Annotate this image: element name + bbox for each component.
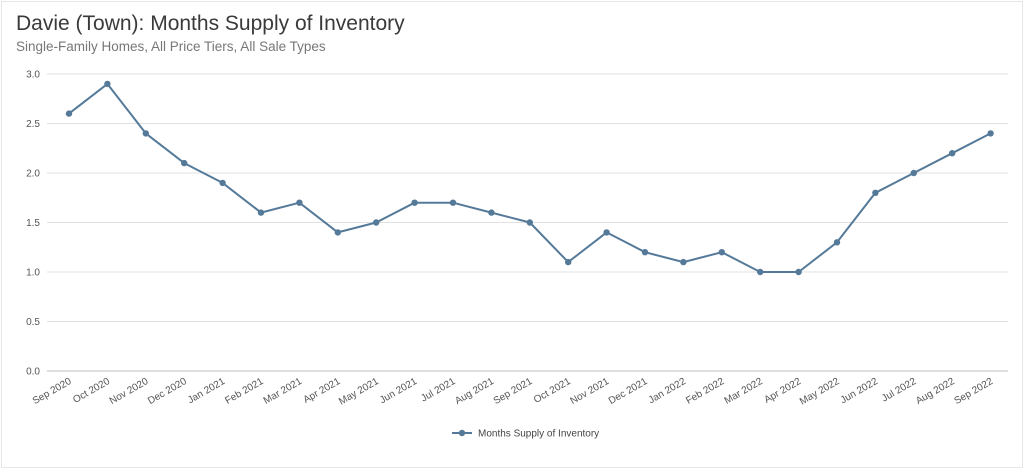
x-tick-label: Jan 2022 [647, 376, 689, 406]
data-point[interactable] [757, 268, 764, 276]
legend: Months Supply of Inventory [452, 429, 599, 440]
series-line [68, 82, 992, 273]
y-tick-label: 2.5 [26, 119, 40, 130]
data-point[interactable] [181, 159, 188, 167]
x-tick-label: Jul 2021 [419, 376, 458, 405]
x-tick-label: May 2022 [798, 376, 842, 408]
data-point[interactable] [296, 199, 303, 206]
chart-subtitle: Single-Family Homes, All Price Tiers, Al… [16, 39, 326, 54]
legend-marker-icon [458, 429, 466, 437]
data-point[interactable] [680, 258, 687, 266]
y-axis: 0.0 0.5 1.0 1.5 2.0 2.5 3.0 [26, 70, 40, 378]
x-tick-label: Jun 2022 [839, 376, 881, 406]
x-tick-label: Dec 2021 [607, 376, 650, 407]
x-tick-label: Apr 2022 [762, 376, 803, 406]
x-tick-label: Nov 2020 [108, 376, 151, 407]
x-tick-label: Aug 2021 [453, 376, 496, 407]
data-point[interactable] [718, 249, 725, 256]
data-point[interactable] [257, 209, 265, 216]
data-point[interactable] [334, 229, 341, 236]
x-tick-label: Mar 2021 [262, 376, 304, 407]
series-layer [65, 80, 994, 276]
x-tick-label: Feb 2022 [684, 376, 726, 407]
x-tick-label: Sep 2021 [492, 376, 535, 407]
x-tick-label: May 2021 [337, 376, 381, 408]
y-tick-label: 1.0 [26, 268, 40, 279]
data-point[interactable] [872, 189, 879, 196]
data-point[interactable] [411, 199, 418, 206]
data-point[interactable] [65, 110, 73, 117]
data-point[interactable] [795, 268, 802, 276]
data-point[interactable] [488, 209, 495, 216]
data-point[interactable] [219, 179, 226, 187]
chart-title: Davie (Town): Months Supply of Inventory [16, 12, 405, 35]
x-tick-label: Jan 2021 [186, 376, 228, 406]
x-tick-label: Oct 2020 [71, 376, 112, 406]
data-point[interactable] [603, 229, 610, 236]
x-tick-label: Sep 2020 [31, 376, 74, 407]
data-point[interactable] [565, 258, 572, 266]
x-tick-label: Dec 2020 [146, 376, 189, 407]
y-tick-label: 0.0 [26, 367, 40, 378]
x-tick-label: Sep 2022 [953, 376, 996, 407]
data-point[interactable] [373, 219, 380, 226]
x-tick-label: Mar 2022 [723, 376, 765, 407]
data-point[interactable] [910, 169, 917, 177]
y-tick-label: 2.0 [26, 169, 40, 180]
data-point[interactable] [526, 219, 533, 226]
data-point[interactable] [987, 130, 994, 137]
data-point[interactable] [449, 199, 457, 206]
data-point[interactable] [104, 80, 111, 88]
x-tick-label: Feb 2021 [223, 376, 265, 407]
data-point[interactable] [949, 150, 956, 157]
data-point[interactable] [142, 130, 149, 137]
y-tick-label: 1.5 [26, 218, 40, 229]
y-tick-label: 3.0 [26, 70, 40, 81]
x-tick-label: Nov 2021 [569, 376, 612, 407]
x-tick-label: Jun 2021 [378, 376, 420, 406]
legend-label[interactable]: Months Supply of Inventory [478, 429, 599, 440]
y-tick-label: 0.5 [26, 317, 40, 328]
x-tick-label: Aug 2022 [914, 376, 957, 407]
x-tick-label: Oct 2021 [532, 376, 573, 406]
x-tick-label: Jul 2022 [880, 376, 919, 405]
data-point[interactable] [641, 249, 649, 256]
x-tick-label: Apr 2021 [302, 376, 343, 406]
data-point[interactable] [833, 239, 841, 246]
